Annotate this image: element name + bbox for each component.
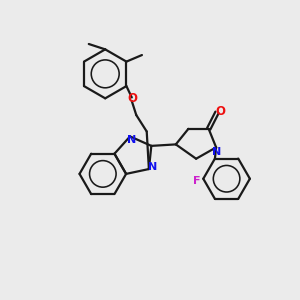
- Text: N: N: [212, 148, 221, 158]
- Text: O: O: [128, 92, 138, 105]
- Text: N: N: [127, 135, 136, 145]
- Text: O: O: [216, 105, 226, 118]
- Text: N: N: [148, 162, 158, 172]
- Text: F: F: [193, 176, 200, 186]
